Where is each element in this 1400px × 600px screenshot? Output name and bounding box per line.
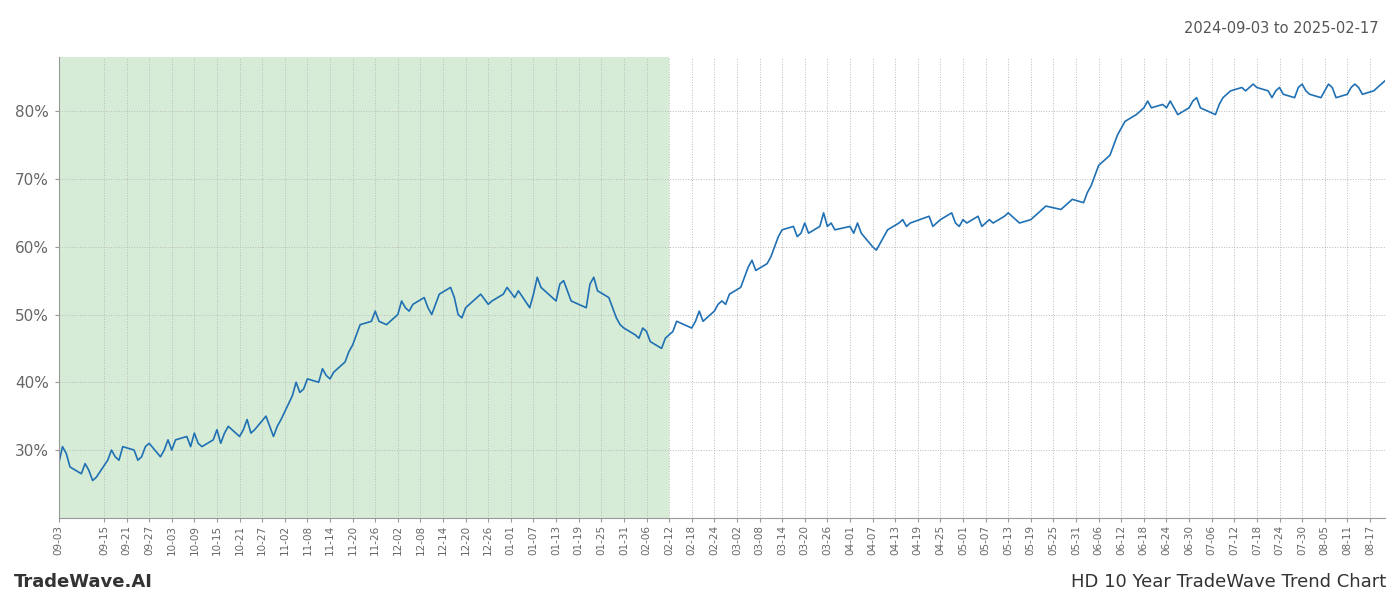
Bar <box>59 57 669 518</box>
Text: HD 10 Year TradeWave Trend Chart: HD 10 Year TradeWave Trend Chart <box>1071 573 1386 591</box>
Text: 2024-09-03 to 2025-02-17: 2024-09-03 to 2025-02-17 <box>1184 21 1379 36</box>
Text: TradeWave.AI: TradeWave.AI <box>14 573 153 591</box>
